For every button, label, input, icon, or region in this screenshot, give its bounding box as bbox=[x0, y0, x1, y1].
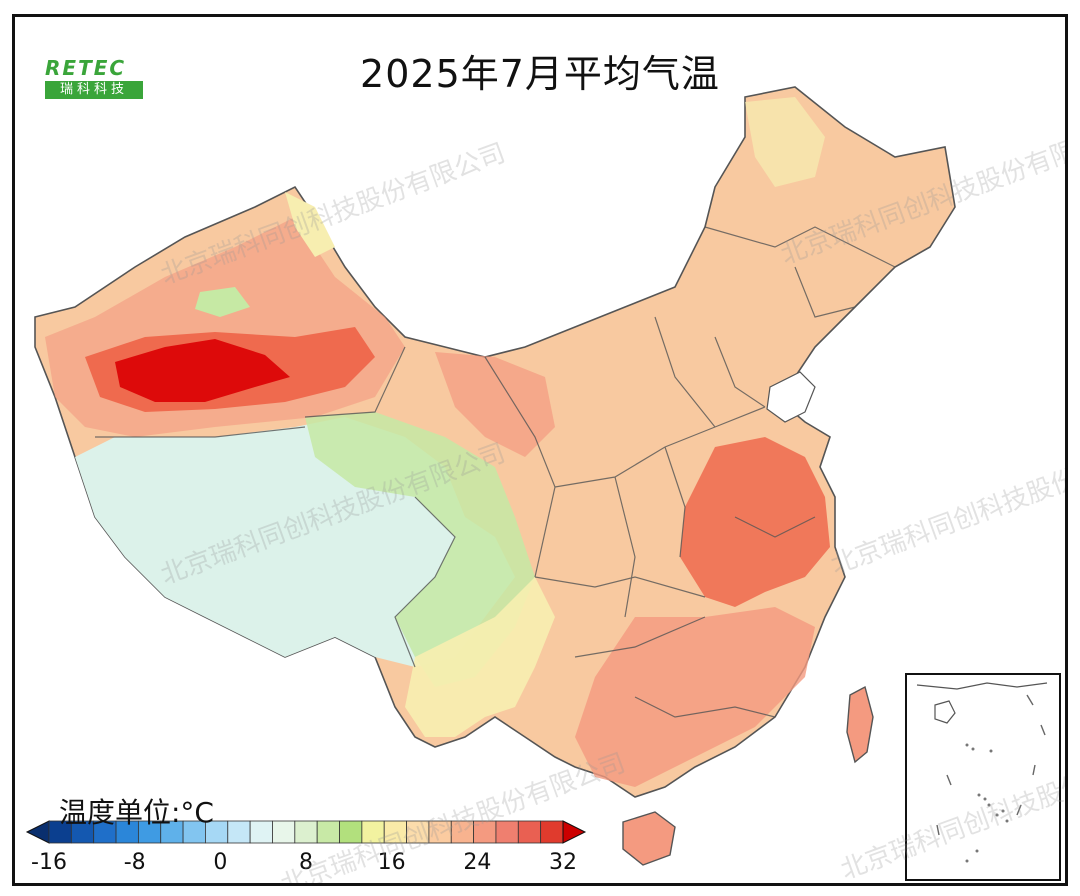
hainan-island bbox=[622, 811, 676, 866]
colorbar-under-arrow bbox=[25, 820, 50, 844]
colorbar-swatch bbox=[227, 820, 251, 844]
qinghai-green-region bbox=[305, 412, 535, 687]
logo-subtitle: 瑞科科技 bbox=[45, 81, 143, 99]
taiwan-island bbox=[846, 685, 874, 764]
northeast-mild-region bbox=[745, 97, 825, 187]
colorbar-tick-label: -16 bbox=[31, 850, 67, 875]
colorbar-tick-label: 8 bbox=[299, 850, 313, 875]
inner-mongolia-warm-region bbox=[435, 352, 555, 457]
colorbar-swatch bbox=[428, 820, 452, 844]
map-frame: RETEC 瑞科科技 2025年7月平均气温 bbox=[12, 14, 1068, 886]
tarim-core-region bbox=[115, 339, 290, 402]
colorbar-swatch bbox=[495, 820, 519, 844]
colorbar-tick-label: 0 bbox=[213, 850, 227, 875]
colorbar-tick-label: 16 bbox=[378, 850, 406, 875]
inset-map bbox=[916, 682, 1048, 863]
altai-cool-region bbox=[285, 192, 335, 257]
colorbar-swatch bbox=[473, 820, 497, 844]
colorbar-swatch bbox=[294, 820, 318, 844]
east-hot-region bbox=[680, 437, 830, 607]
bohai-sea bbox=[766, 371, 816, 423]
temperature-colorbar bbox=[25, 820, 587, 844]
colorbar-swatch bbox=[316, 820, 340, 844]
colorbar-swatch bbox=[272, 820, 296, 844]
colorbar-tick-label: 32 bbox=[549, 850, 577, 875]
yunnan-cool-region bbox=[405, 577, 555, 737]
tianshan-green-region bbox=[195, 287, 250, 317]
retec-logo: RETEC 瑞科科技 bbox=[45, 57, 143, 99]
inset-dash-line bbox=[936, 694, 1046, 836]
inset-hainan bbox=[934, 700, 956, 724]
southeast-warm-region bbox=[575, 607, 815, 787]
inset-islands bbox=[965, 743, 1009, 863]
inset-coast bbox=[916, 682, 1048, 690]
province-boundaries bbox=[95, 226, 896, 718]
colorbar-swatch bbox=[339, 820, 363, 844]
map-title: 2025年7月平均气温 bbox=[360, 52, 720, 96]
colorbar-swatch bbox=[406, 820, 430, 844]
south-china-sea-inset bbox=[905, 673, 1061, 881]
colorbar-tick-label: 24 bbox=[463, 850, 491, 875]
temperature-map: -16 -8 0 8 16 24 32 bbox=[25, 86, 956, 875]
colorbar-swatch bbox=[383, 820, 407, 844]
colorbar-over-arrow bbox=[562, 820, 587, 844]
colorbar-swatch bbox=[361, 820, 385, 844]
logo-wordmark: RETEC bbox=[45, 56, 127, 80]
colorbar-swatch bbox=[249, 820, 273, 844]
colorbar-swatch bbox=[540, 820, 564, 844]
colorbar-ticks: -16 -8 0 8 16 24 32 bbox=[31, 850, 577, 875]
unit-label: 温度单位:°C bbox=[59, 796, 214, 829]
colorbar-tick-label: -8 bbox=[124, 850, 146, 875]
colorbar-swatch bbox=[450, 820, 475, 844]
colorbar-swatch bbox=[517, 820, 542, 844]
